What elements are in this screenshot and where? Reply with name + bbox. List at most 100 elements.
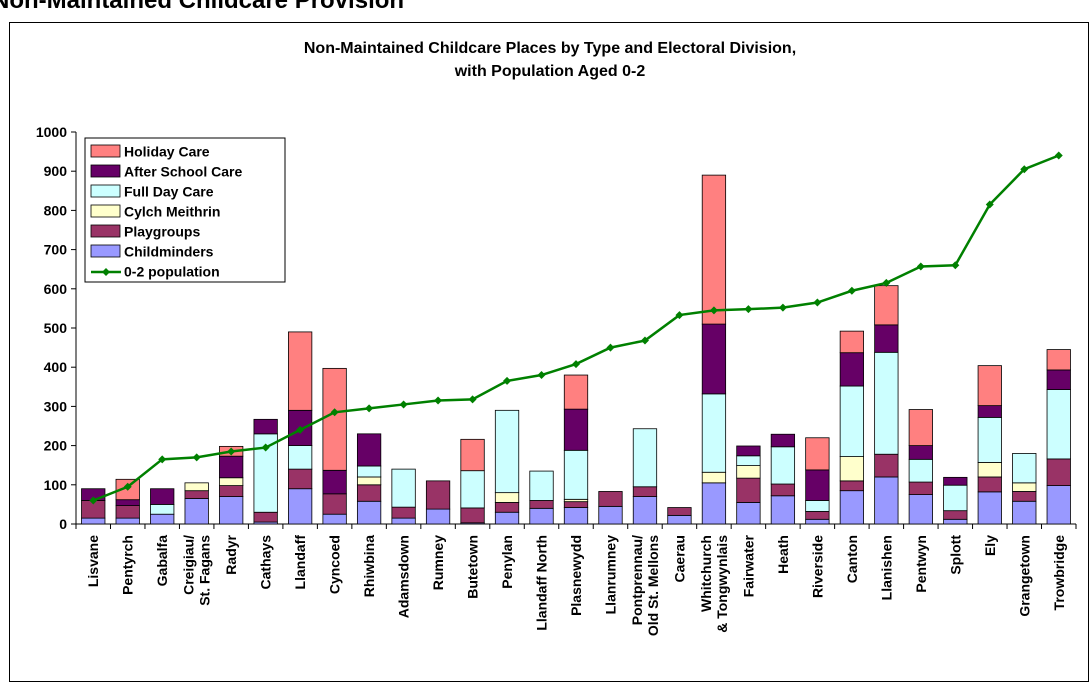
bar-segment [977, 476, 1002, 493]
bar-segment [805, 511, 830, 520]
legend-label: Playgroups [124, 224, 200, 240]
bar-segment [150, 503, 175, 515]
x-tick-label: Penylan [499, 535, 515, 589]
legend-swatch [90, 184, 121, 198]
x-tick-label: Trowbridge [1051, 535, 1067, 611]
bar-segment [598, 505, 623, 525]
bar-segment [736, 445, 761, 457]
x-tick-label: Pentwyn [913, 535, 929, 593]
population-marker [89, 496, 98, 505]
bar-segment [150, 513, 175, 525]
bar-segment [460, 470, 485, 509]
page-heading: Non-Maintained Childcare Provision [0, 0, 405, 14]
bar-segment [494, 409, 520, 494]
y-tick-label: 500 [44, 320, 68, 336]
bar-segment [805, 500, 830, 512]
bar-segment [115, 505, 140, 519]
bar-segment [184, 490, 209, 499]
bar-segment [977, 491, 1002, 525]
population-marker [537, 371, 546, 380]
bar-segment [839, 330, 864, 354]
bar-segment [563, 507, 589, 525]
bar-segment [253, 511, 278, 523]
bar-segment [908, 445, 933, 460]
bar-segment [1046, 389, 1071, 460]
bar-segment [977, 405, 1002, 418]
chart-title-line: with Population Aged 0-2 [454, 63, 646, 80]
legend-label: Cylch Meithrin [124, 204, 220, 220]
bar-segment [805, 469, 830, 501]
legend-swatch [90, 204, 121, 218]
bar-segment [219, 496, 244, 525]
x-tick-label: Plasnewydd [568, 535, 584, 616]
bar-segment [288, 331, 313, 411]
y-tick-label: 800 [44, 202, 68, 218]
x-tick-label: Whitchurch [698, 535, 714, 612]
bar-segment [1046, 369, 1071, 390]
bar-segment [356, 500, 382, 525]
bar-segment [529, 507, 554, 525]
bar-segment [356, 433, 382, 467]
x-tick-label: Adamsdown [396, 535, 412, 618]
bar-segment [219, 485, 244, 497]
x-tick-label: Llanishen [878, 535, 894, 600]
bar-segment [908, 481, 933, 495]
x-tick-label: Cyncoed [327, 535, 343, 594]
population-marker [778, 303, 787, 312]
bar-segment [494, 511, 520, 525]
bar-segment [253, 418, 278, 435]
bar-segment [598, 491, 623, 507]
bar-segment [908, 458, 933, 483]
population-marker [261, 443, 270, 452]
population-marker [330, 408, 339, 417]
population-marker [123, 482, 132, 491]
population-marker [606, 343, 615, 352]
y-tick-label: 300 [44, 398, 68, 414]
bar-segment [701, 482, 727, 525]
population-marker [1054, 151, 1063, 160]
legend-swatch [90, 244, 121, 258]
bar-segment [563, 501, 589, 508]
y-tick-label: 1000 [36, 124, 67, 140]
bar-segment [115, 517, 140, 525]
bar-segment [805, 437, 830, 471]
y-tick-label: 900 [44, 163, 68, 179]
legend-label: Holiday Care [124, 144, 210, 160]
x-tick-label: Rhiwbina [361, 535, 377, 597]
bar-segment [322, 367, 347, 471]
bar-segment [460, 507, 485, 524]
x-tick-label: Llanrumney [602, 535, 618, 615]
bar-segment [839, 385, 864, 457]
chart-title-line: Non-Maintained Childcare Places by Type … [304, 40, 796, 57]
population-marker [434, 396, 443, 405]
bar-segment [874, 476, 899, 525]
bar-segment [839, 456, 864, 482]
bar-segment [736, 477, 761, 503]
bar-segment [701, 393, 727, 473]
x-tick-label: St. Fagans [197, 535, 213, 606]
bar-segment [977, 462, 1002, 478]
x-tick-label: Butetown [465, 535, 481, 599]
population-marker [847, 286, 856, 295]
population-marker [882, 278, 891, 287]
bar-segment [874, 285, 899, 326]
bar-segment [874, 324, 899, 353]
population-marker [951, 261, 960, 270]
population-marker [468, 395, 477, 404]
x-tick-label: Grangetown [1016, 535, 1032, 617]
bar-segment [322, 513, 347, 525]
bar-segment [977, 365, 1002, 407]
population-marker [985, 200, 994, 209]
bar-segment [1012, 482, 1037, 492]
population-marker [158, 455, 167, 464]
x-tick-label: Old St. Mellons [645, 535, 661, 636]
bar-segment [701, 174, 727, 325]
population-marker [503, 376, 512, 385]
bar-segment [943, 518, 968, 525]
bar-segment [770, 446, 796, 485]
legend-label: Childminders [124, 244, 214, 260]
chart-area: Non-Maintained Childcare Places by Type … [9, 22, 1089, 682]
x-tick-label: Pontprennau/ [629, 535, 645, 625]
x-tick-label: Lisvane [85, 535, 101, 587]
bar-segment [219, 455, 244, 479]
